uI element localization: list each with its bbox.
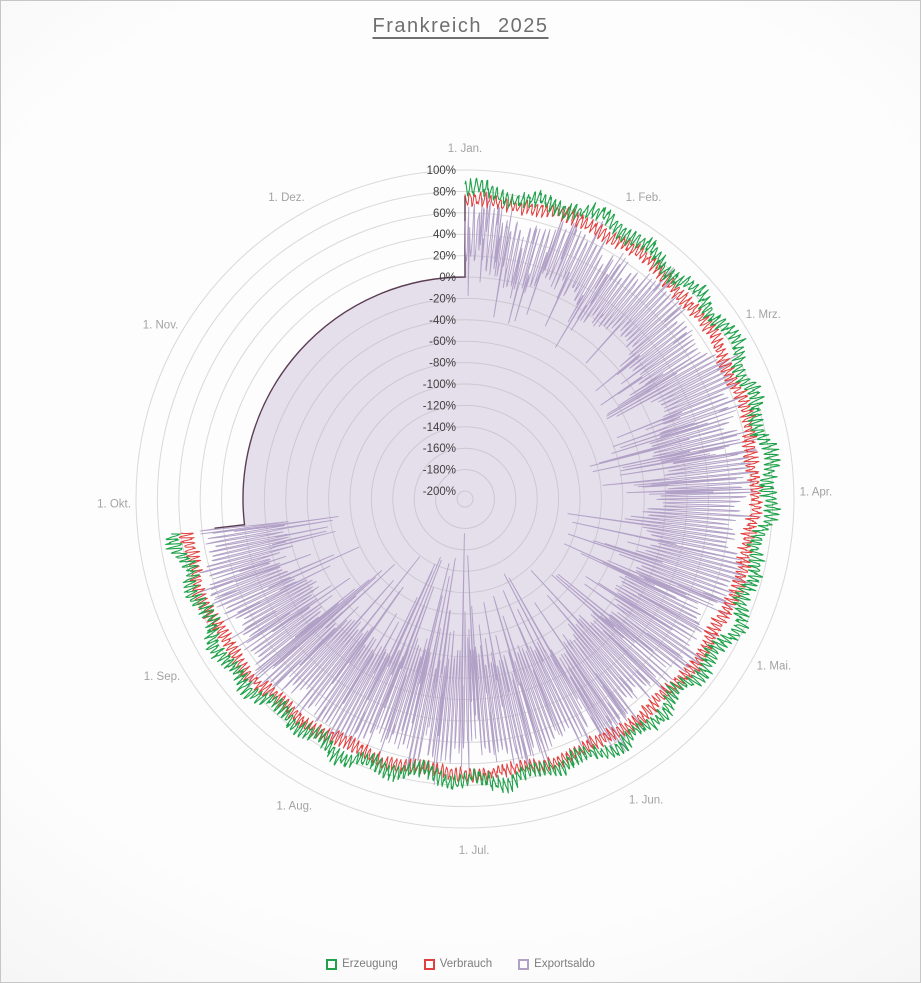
- grid-ring: [135, 169, 795, 829]
- month-label: 1. Feb.: [626, 192, 662, 204]
- month-label: 1. Okt.: [97, 499, 131, 511]
- grid-ring: [456, 490, 474, 508]
- axis-tick-label: 80%: [433, 186, 456, 198]
- axis-tick-label: -140%: [423, 422, 456, 434]
- grid-ring: [413, 447, 517, 551]
- axis-tick-label: -80%: [429, 358, 456, 370]
- legend-label-exportsaldo: Exportsaldo: [534, 958, 595, 970]
- axis-tick-label: -160%: [423, 443, 456, 455]
- grid-ring: [370, 404, 560, 594]
- axis-tick-label: 20%: [433, 251, 456, 263]
- axis-tick-label: 100%: [427, 165, 456, 177]
- axis-tick-label: 60%: [433, 208, 456, 220]
- legend-item-exportsaldo: Exportsaldo: [518, 958, 595, 970]
- legend-swatch-exportsaldo-icon: [518, 958, 530, 970]
- legend-swatch-erzeugung-icon: [326, 958, 338, 970]
- month-label: 1. Jul.: [459, 845, 490, 857]
- month-label: 1. Sep.: [144, 671, 180, 683]
- series-line-erzeugung: [165, 177, 782, 794]
- baseline-outline: [214, 195, 466, 529]
- legend: Erzeugung Verbrauch Exportsaldo: [1, 958, 920, 970]
- axis-tick-label: 0%: [439, 272, 456, 284]
- legend-item-erzeugung: Erzeugung: [326, 958, 398, 970]
- series-line-exportsaldo: [195, 192, 762, 786]
- grid-ring: [392, 426, 538, 572]
- month-label: 1. Aug.: [276, 801, 312, 813]
- legend-label-verbrauch: Verbrauch: [439, 958, 493, 970]
- month-label: 1. Nov.: [143, 319, 179, 331]
- legend-label-erzeugung: Erzeugung: [342, 958, 398, 970]
- legend-item-verbrauch: Verbrauch: [423, 958, 493, 970]
- series-line-verbrauch: [178, 191, 764, 783]
- axis-tick-label: -60%: [429, 336, 456, 348]
- axis-tick-label: -120%: [423, 400, 456, 412]
- axis-tick-label: -180%: [423, 465, 456, 477]
- month-label: 1. Jun.: [629, 795, 664, 807]
- month-label: 1. Apr.: [800, 486, 833, 498]
- axis-tick-label: -20%: [429, 293, 456, 305]
- grid-ring: [435, 469, 495, 529]
- axis-tick-label: 40%: [433, 229, 456, 241]
- axis-tick-label: -200%: [423, 486, 456, 498]
- chart-title: Frankreich 2025: [372, 15, 549, 37]
- month-label: 1. Dez.: [268, 192, 304, 204]
- month-label: 1. Jan.: [448, 143, 483, 155]
- month-label: 1. Mrz.: [746, 309, 781, 321]
- legend-swatch-verbrauch-icon: [423, 958, 435, 970]
- month-label: 1. Mai.: [757, 661, 792, 673]
- axis-tick-label: -40%: [429, 315, 456, 327]
- axis-tick-label: -100%: [423, 379, 456, 391]
